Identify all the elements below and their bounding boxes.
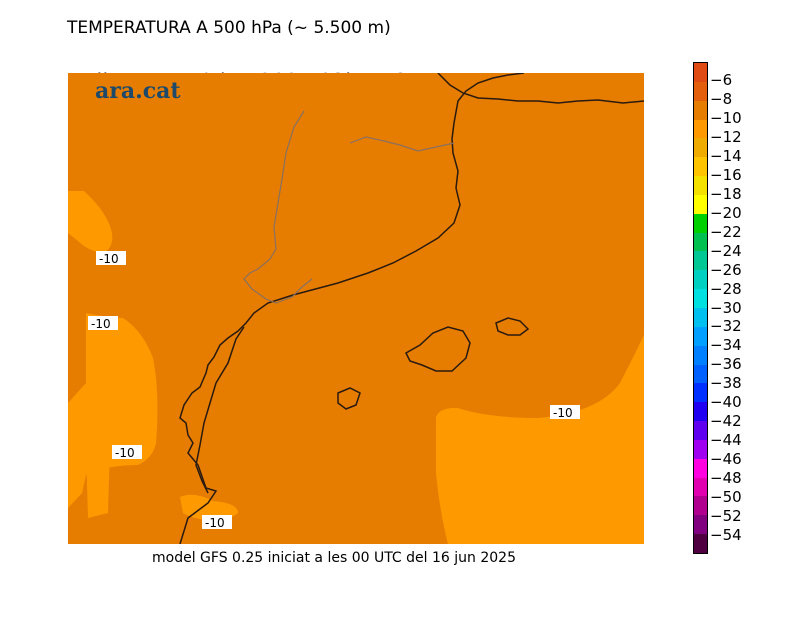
colorbar-tick-label: −12 [710,128,742,147]
colorbar-tick-label: −16 [710,166,742,185]
colorbar-segment [694,345,707,365]
colorbar-tick-label: −38 [710,374,742,393]
colorbar-segment [694,477,707,497]
coastlines [179,73,644,544]
colorbar-tick-label: −40 [710,393,742,412]
colorbar-segment [694,138,707,158]
colorbar-tick-label: −52 [710,506,742,525]
model-footer: model GFS 0.25 iniciat a les 00 UTC del … [152,550,516,566]
colorbar-tick-label: −48 [710,468,742,487]
warm-area-south-coast [180,494,238,521]
warm-area-southwest [86,442,110,518]
warm-area-west-top [68,191,113,253]
svg-text:-10: -10 [91,317,111,331]
temperature-colorbar [693,62,708,554]
colorbar-segment [694,232,707,252]
colorbar-tick-label: −28 [710,279,742,298]
colorbar-segment [694,364,707,384]
coastline-lower [195,326,245,494]
colorbar-segment [694,251,707,271]
colorbar-segment [694,307,707,327]
svg-text:-10: -10 [205,516,225,530]
contour-label: -10 [550,405,580,420]
colorbar-tick-label: −46 [710,449,742,468]
colorbar-segment [694,100,707,120]
colorbar-tick-label: −30 [710,298,742,317]
contour-labels: -10 -10 -10 -10 -10 [88,251,580,530]
contour-label: -10 [112,445,142,460]
colorbar-tick-label: −26 [710,260,742,279]
borders [243,110,455,304]
island-mallorca [405,326,471,372]
colorbar-segment [694,458,707,478]
colorbar-tick-label: −14 [710,147,742,166]
colorbar-segment [694,63,707,82]
border-catalonia [243,110,313,304]
colorbar-tick-label: −42 [710,412,742,431]
colorbar-segment [694,496,707,516]
colorbar-segment [694,289,707,308]
colorbar-segment [694,194,707,214]
islands [337,317,530,410]
colorbar-segment [694,176,707,195]
colorbar-segment [694,213,707,233]
warmer-areas [68,191,644,544]
ara-cat-logo: ara.cat [95,78,181,104]
colorbar-segment [694,119,707,139]
border-pyrenees [349,136,455,152]
coastline-north [437,73,644,104]
colorbar-tick-label: −44 [710,430,742,449]
svg-text:-10: -10 [115,446,135,460]
colorbar-tick-label: −20 [710,203,742,222]
warm-area-southeast [436,335,644,544]
title: TEMPERATURA A 500 hPa (~ 5.500 m) [67,18,391,38]
colorbar-segment [694,326,707,346]
colorbar-tick-label: −8 [710,90,733,109]
colorbar-tick-label: −22 [710,222,742,241]
svg-text:-10: -10 [99,252,119,266]
colorbar-segment [694,81,707,101]
temperature-map: -10 -10 -10 -10 -10 [68,73,644,544]
colorbar-tick-label: −54 [710,525,742,544]
island-menorca [495,317,530,336]
colorbar-tick-label: −24 [710,241,742,260]
colorbar-segment [694,534,707,553]
island-ibiza [337,387,361,410]
svg-text:-10: -10 [553,406,573,420]
colorbar-tick-label: −10 [710,109,742,128]
coastline-france-catalonia [179,73,525,544]
colorbar-tick-label: −50 [710,487,742,506]
colorbar-segment [694,515,707,535]
colorbar-segment [694,383,707,403]
colorbar-tick-label: −18 [710,184,742,203]
colorbar-segment [694,402,707,422]
colorbar-tick-label: −36 [710,355,742,374]
colorbar-segment [694,421,707,440]
colorbar-tick-label: −32 [710,317,742,336]
contour-label: -10 [88,316,118,331]
contour-label: -10 [202,515,232,530]
colorbar-segment [694,270,707,290]
colorbar-segment [694,157,707,177]
colorbar-tick-label: −34 [710,336,742,355]
contour-label: -10 [96,251,126,266]
colorbar-segment [694,439,707,459]
colorbar-tick-label: −6 [710,71,733,90]
